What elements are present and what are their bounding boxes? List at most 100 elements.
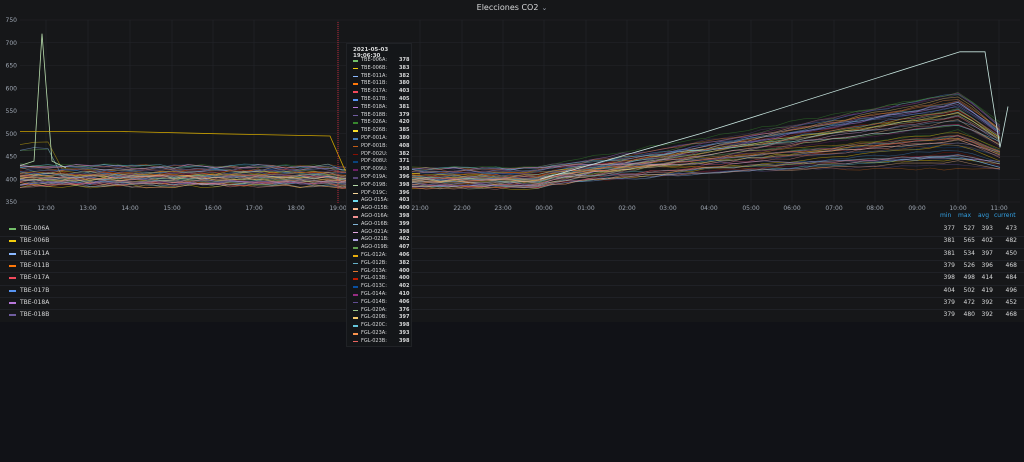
tooltip-series-value: 397 xyxy=(399,314,410,321)
legend-value-avg: 392 xyxy=(981,298,993,306)
legend-series-name[interactable]: TBE-017A xyxy=(20,274,50,282)
tooltip-series-marker xyxy=(353,122,358,124)
tooltip-row: PDF-019A: 396 xyxy=(353,174,411,181)
legend-swatch[interactable] xyxy=(9,228,16,230)
tooltip-series-marker xyxy=(353,177,358,179)
tooltip-series-marker xyxy=(353,114,358,117)
tooltip-series-marker xyxy=(353,99,358,101)
tooltip-series-marker xyxy=(353,145,358,148)
tooltip-series-name: FGL-020B: xyxy=(361,314,387,321)
tooltip-series-value: 396 xyxy=(399,189,410,196)
tooltip-series-marker xyxy=(353,262,358,265)
legend-swatch[interactable] xyxy=(9,264,16,267)
tooltip-series-name: TBE-026A: xyxy=(361,119,388,126)
x-tick-label: 05:00 xyxy=(742,205,759,212)
tooltip-series-marker xyxy=(353,294,358,296)
tooltip-series-marker xyxy=(353,231,358,234)
x-axis: 12:00 13:00 14:00 15:00 16:00 17:00 18:00 19:00… xyxy=(37,205,1007,212)
legend-series-name[interactable]: TBE-018A xyxy=(20,298,50,306)
tooltip-series-marker xyxy=(353,91,358,93)
legend-header-max[interactable]: max xyxy=(958,212,972,219)
legend-swatch[interactable] xyxy=(9,240,16,243)
legend-value-avg: 393 xyxy=(981,225,993,232)
legend-row[interactable]: TBE-011A 381 534 397 450 xyxy=(0,248,1024,262)
legend-series-name[interactable]: TBE-011B xyxy=(20,261,50,269)
x-tick-label: 04:00 xyxy=(700,205,717,212)
series-line xyxy=(19,157,1001,171)
x-tick-label: 11:00 xyxy=(990,205,1007,212)
tooltip-series-marker xyxy=(353,247,358,249)
tooltip-series-name: PDF-008U: xyxy=(361,158,388,165)
legend-swatch[interactable] xyxy=(9,252,16,255)
y-tick-label: 650 xyxy=(6,63,18,70)
x-tick-label: 21:00 xyxy=(411,205,428,212)
tooltip-series-name: TBE-011A: xyxy=(361,72,388,79)
tooltip-row: PDF-001B: 408 xyxy=(353,143,411,150)
legend-header-avg[interactable]: avg xyxy=(978,212,990,219)
panel-title-text[interactable]: Elecciones CO2 xyxy=(476,3,539,12)
tooltip-row: TBE-017A: 403 xyxy=(353,88,411,95)
tooltip-row: TBE-018B: 379 xyxy=(353,112,411,119)
x-tick-label: 09:00 xyxy=(908,205,925,212)
y-tick-label: 700 xyxy=(6,40,18,47)
legend-swatch[interactable] xyxy=(9,277,16,280)
tooltip-series-value: 399 xyxy=(399,220,410,227)
tooltip-row: TBE-017B: 405 xyxy=(353,96,411,103)
legend-series-name[interactable]: TBE-006B xyxy=(20,237,50,245)
tooltip-series-value: 406 xyxy=(399,252,410,258)
x-tick-label: 02:00 xyxy=(618,205,635,212)
tooltip-series-marker xyxy=(353,192,358,195)
tooltip-series-name: FGL-013C: xyxy=(361,283,387,290)
tooltip-time: 2021-05-03 19:06:30 xyxy=(353,47,389,59)
legend-row[interactable]: TBE-006A 377 527 393 473 xyxy=(0,223,1024,237)
panel-title[interactable]: Elecciones CO2 ⌄ xyxy=(0,3,1024,12)
series-line xyxy=(19,139,1001,182)
legend-row[interactable]: TBE-017A 398 498 414 484 xyxy=(0,272,1024,286)
legend-row[interactable]: TBE-018B 379 480 392 468 xyxy=(0,309,1024,316)
legend-value-avg: 402 xyxy=(981,237,993,245)
legend-row[interactable]: TBE-017B 404 502 419 496 xyxy=(0,285,1024,298)
tooltip-series-name: TBE-018A: xyxy=(361,103,388,110)
legend-header-min[interactable]: min xyxy=(940,212,952,219)
tooltip-series-name: AGO-015A: xyxy=(361,197,389,204)
series-line xyxy=(19,123,1001,187)
tooltip-series-marker xyxy=(353,67,358,70)
tooltip-row: AGO-021B: 402 xyxy=(353,236,411,243)
tooltip-series-value: 402 xyxy=(399,236,410,243)
tooltip-row: TBE-006B: 383 xyxy=(353,65,411,72)
legend-swatch[interactable] xyxy=(9,301,16,304)
legend-series-name[interactable]: TBE-011A xyxy=(20,249,50,257)
legend-value-avg: 392 xyxy=(981,311,993,316)
tooltip-series-marker xyxy=(353,278,358,280)
tooltip-row: TBE-011A: 382 xyxy=(353,73,411,80)
legend-series-name[interactable]: TBE-017B xyxy=(20,286,50,294)
tooltip-series-value: 380 xyxy=(399,80,410,87)
legend-row[interactable]: TBE-018A 379 472 392 452 xyxy=(0,297,1024,311)
tooltip-series-value: 396 xyxy=(399,174,410,180)
tooltip-series-value: 406 xyxy=(399,298,410,305)
legend-row[interactable]: TBE-011B 379 526 396 468 xyxy=(0,260,1024,274)
line-chart[interactable]: 750 700 650 600 550 500 450 400 350 12:00 13:00 14… xyxy=(0,14,1024,214)
tooltip-series-name: FGL-020C: xyxy=(361,322,387,329)
tooltip-series-name: FGL-013A: xyxy=(361,267,387,274)
tooltip-series-value: 383 xyxy=(399,64,410,71)
legend-series-name[interactable]: TBE-006A xyxy=(20,225,50,232)
legend-value-max: 480 xyxy=(963,311,975,316)
tooltip-series-value: 403 xyxy=(399,197,410,204)
tooltip-series-marker xyxy=(353,270,358,273)
tooltip-series-marker xyxy=(353,208,358,210)
tooltip-row: TBE-018A: 381 xyxy=(353,104,411,111)
legend-value-max: 502 xyxy=(963,286,975,294)
legend-header-current[interactable]: current xyxy=(994,212,1016,219)
legend-value-max: 527 xyxy=(963,225,975,232)
legend-value-avg: 419 xyxy=(981,286,993,294)
legend-swatch[interactable] xyxy=(9,314,16,316)
tooltip-series-name: PDF-009U: xyxy=(361,166,388,173)
x-tick-label: 19:00 xyxy=(329,205,346,212)
tooltip-series-name: TBE-011B: xyxy=(361,80,388,87)
legend-swatch[interactable] xyxy=(9,289,16,292)
chevron-down-icon[interactable]: ⌄ xyxy=(541,4,548,12)
legend-row[interactable]: TBE-006B 381 565 402 482 xyxy=(0,235,1024,249)
legend-series-name[interactable]: TBE-018B xyxy=(20,311,50,316)
hover-tooltip: 2021-05-03 19:06:30 TBE-006A: 378 TBE-006B… xyxy=(346,43,412,347)
